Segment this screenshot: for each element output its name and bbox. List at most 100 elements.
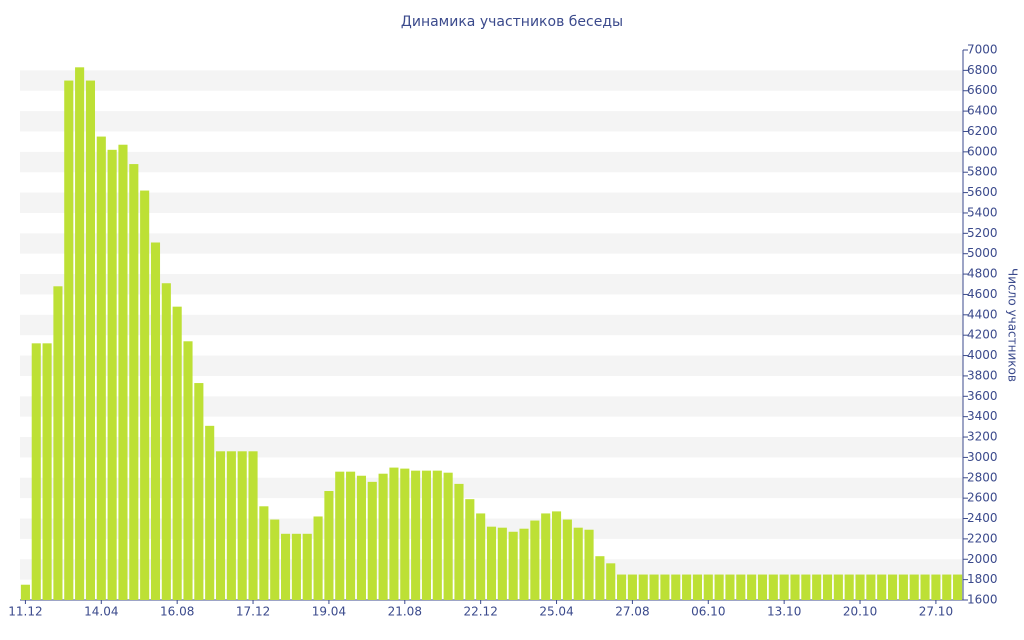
x-tick-label: 25.04 bbox=[539, 605, 573, 619]
grid-band bbox=[20, 192, 963, 213]
bar bbox=[497, 527, 507, 600]
y-tick-label: 6400 bbox=[967, 104, 998, 118]
bar bbox=[660, 574, 670, 600]
x-tick-label: 27.10 bbox=[919, 605, 953, 619]
bar bbox=[584, 529, 594, 600]
bar bbox=[822, 574, 833, 600]
y-tick-label: 2200 bbox=[967, 531, 998, 545]
y-tick-label: 6000 bbox=[967, 144, 998, 158]
y-tick-label: 5200 bbox=[967, 226, 998, 240]
bar bbox=[64, 80, 74, 601]
bar bbox=[75, 67, 85, 600]
bar bbox=[291, 533, 301, 600]
bar bbox=[931, 574, 941, 600]
bar bbox=[42, 343, 52, 600]
bar bbox=[736, 574, 746, 600]
x-tick-label: 17.12 bbox=[236, 605, 270, 619]
bar bbox=[638, 574, 648, 600]
bar bbox=[562, 519, 572, 600]
y-tick-label: 6600 bbox=[967, 83, 998, 97]
x-tick-label: 16.08 bbox=[160, 605, 194, 619]
y-tick-label: 6200 bbox=[967, 124, 998, 138]
bar bbox=[161, 283, 171, 600]
grid-band bbox=[20, 355, 963, 376]
bar bbox=[725, 574, 735, 600]
y-tick-label: 3800 bbox=[967, 368, 998, 382]
bar bbox=[324, 491, 334, 600]
bar bbox=[465, 499, 475, 600]
x-tick-label: 19.04 bbox=[312, 605, 346, 619]
y-tick-label: 3000 bbox=[967, 450, 998, 464]
grid-band bbox=[20, 70, 963, 91]
bar bbox=[703, 574, 713, 600]
bar bbox=[627, 574, 637, 600]
bar bbox=[757, 574, 768, 600]
bar bbox=[953, 574, 963, 600]
chart-title: Динамика участников беседы bbox=[401, 14, 623, 30]
grid-band bbox=[20, 151, 963, 173]
bar bbox=[432, 470, 442, 600]
bar bbox=[335, 471, 345, 600]
x-tick-label: 20.10 bbox=[843, 605, 877, 619]
x-tick-label: 27.08 bbox=[615, 605, 649, 619]
bar bbox=[649, 574, 659, 600]
bar bbox=[215, 451, 226, 600]
bar bbox=[779, 574, 789, 600]
y-tick-label: 7000 bbox=[967, 43, 998, 57]
bar bbox=[887, 574, 898, 600]
bar bbox=[595, 556, 605, 600]
y-tick-label: 2600 bbox=[967, 491, 998, 505]
bar bbox=[400, 468, 410, 600]
bar bbox=[96, 136, 106, 600]
bar bbox=[129, 164, 139, 600]
bar bbox=[714, 574, 724, 600]
bar bbox=[855, 574, 865, 600]
bar bbox=[877, 574, 887, 600]
bar bbox=[411, 470, 421, 600]
grid-band bbox=[20, 437, 963, 458]
bar bbox=[541, 513, 551, 600]
bar bbox=[866, 574, 876, 600]
bar bbox=[454, 483, 464, 600]
grid-band bbox=[20, 233, 963, 254]
bar bbox=[486, 526, 497, 600]
bar bbox=[270, 519, 280, 600]
bar bbox=[172, 306, 182, 600]
y-tick-label: 3200 bbox=[967, 430, 998, 444]
y-tick-label: 3400 bbox=[967, 409, 998, 423]
bar bbox=[281, 533, 291, 600]
bar bbox=[508, 531, 518, 600]
bar bbox=[898, 574, 908, 600]
bar bbox=[53, 286, 63, 600]
bar bbox=[194, 383, 204, 600]
bar bbox=[302, 533, 312, 600]
y-tick-label: 2800 bbox=[967, 470, 998, 484]
bar bbox=[519, 528, 529, 600]
x-tick-label: 22.12 bbox=[463, 605, 497, 619]
bar bbox=[226, 451, 236, 600]
bar bbox=[85, 80, 96, 601]
bar bbox=[248, 451, 258, 600]
bar bbox=[421, 470, 432, 600]
bar bbox=[606, 563, 616, 600]
bar bbox=[150, 242, 161, 600]
bar bbox=[768, 574, 778, 600]
x-tick-label: 13.10 bbox=[767, 605, 801, 619]
y-tick-label: 5600 bbox=[967, 185, 998, 199]
x-tick-label: 14.04 bbox=[84, 605, 118, 619]
bar bbox=[920, 574, 930, 600]
x-tick-label: 21.08 bbox=[388, 605, 422, 619]
bar bbox=[692, 574, 702, 600]
bar bbox=[942, 574, 952, 600]
bar bbox=[833, 574, 843, 600]
bar bbox=[356, 475, 366, 600]
bar bbox=[378, 473, 388, 600]
y-tick-label: 3600 bbox=[967, 389, 998, 403]
grid-band bbox=[20, 314, 963, 336]
bar bbox=[747, 574, 757, 600]
y-tick-label: 5400 bbox=[967, 205, 998, 219]
bar bbox=[20, 584, 30, 600]
bar bbox=[183, 341, 193, 600]
